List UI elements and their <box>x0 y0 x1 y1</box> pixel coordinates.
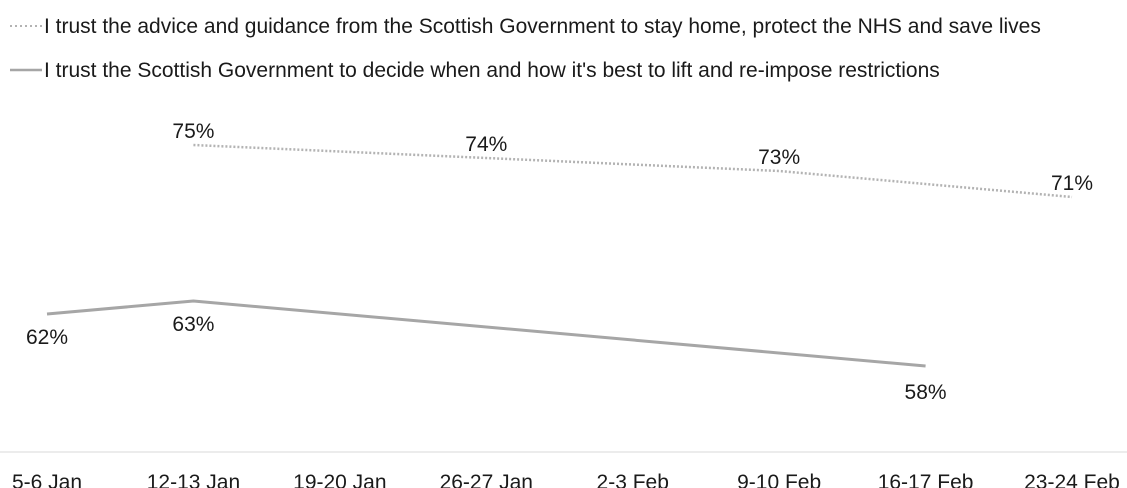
data-label: 74% <box>465 133 507 156</box>
data-label: 75% <box>172 120 214 143</box>
series-line-1 <box>193 143 1073 199</box>
series-line-2 <box>46 299 926 368</box>
data-label: 62% <box>26 326 68 349</box>
x-tick-label: 5-6 Jan <box>12 471 82 488</box>
x-tick-label: 12-13 Jan <box>147 471 240 488</box>
x-tick-label: 9-10 Feb <box>737 471 821 488</box>
data-label: 73% <box>758 146 800 169</box>
chart-legend: I trust the advice and guidance from the… <box>10 15 1041 82</box>
legend-label-1: I trust the advice and guidance from the… <box>44 15 1041 38</box>
data-label: 71% <box>1051 172 1093 195</box>
x-tick-label: 26-27 Jan <box>440 471 533 488</box>
legend-label-2: I trust the Scottish Government to decid… <box>44 59 940 82</box>
x-tick-label: 23-24 Feb <box>1024 471 1120 488</box>
data-label: 63% <box>172 313 214 336</box>
x-tick-label: 19-20 Jan <box>293 471 386 488</box>
data-labels-layer: 75% 74% 73% 71% 62% 63% 58% <box>26 120 1093 404</box>
x-tick-label: 2-3 Feb <box>597 471 669 488</box>
x-tick-label: 16-17 Feb <box>878 471 974 488</box>
data-label: 58% <box>905 381 947 404</box>
series-layer <box>46 143 1073 368</box>
x-axis: 5-6 Jan 12-13 Jan 19-20 Jan 26-27 Jan 2-3 Fe… <box>12 471 1120 488</box>
